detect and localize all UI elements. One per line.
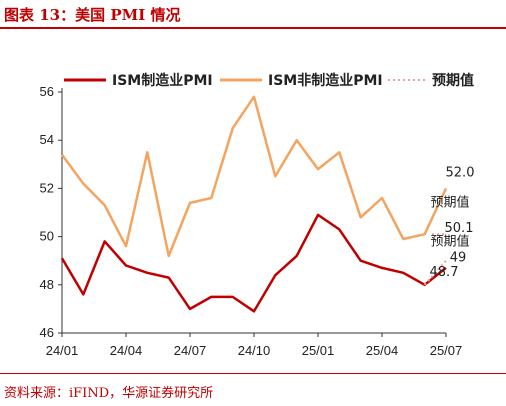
y-tick-label: 56: [40, 84, 54, 99]
y-tick-label: 50: [40, 229, 54, 244]
series-line-ism-non-manufacturing: [60, 95, 448, 258]
x-tick-label: 24/04: [110, 343, 143, 358]
y-tick-label: 52: [40, 180, 54, 195]
data-annotation: 49: [450, 251, 467, 266]
data-annotation: 52.0: [446, 165, 475, 180]
data-annotation: 预期值: [430, 234, 469, 250]
legend-label: ISM制造业PMI: [112, 72, 213, 89]
x-tick-label: 24/01: [46, 343, 79, 358]
title-rule: [0, 27, 506, 29]
x-tick-label: 24/07: [174, 343, 207, 358]
pmi-line-chart: ISM制造业PMI ISM非制造业PMI 预期值 46 48 50 52 54 56 24/01…: [40, 72, 475, 358]
series-layer: [60, 95, 448, 313]
legend-label: ISM非制造业PMI: [268, 72, 383, 89]
chart-legend: ISM制造业PMI ISM非制造业PMI 预期值: [64, 72, 474, 89]
y-tick-label: 54: [40, 132, 54, 147]
legend-label: 预期值: [432, 72, 474, 89]
x-tick-label: 25/07: [430, 343, 463, 358]
source-note: 资料来源：iFIND，华源证券研究所: [4, 386, 214, 401]
source-rule: [0, 373, 506, 374]
series-line-ism-manufacturing: [60, 213, 447, 313]
data-annotation: 预期值: [430, 195, 469, 211]
y-tick-label: 46: [40, 325, 54, 340]
x-tick-label: 25/04: [366, 343, 399, 358]
forecast-line: [423, 260, 447, 286]
y-tick-label: 48: [40, 277, 54, 292]
x-tick-label: 25/01: [302, 343, 335, 358]
data-annotation: 50.1: [445, 221, 474, 236]
x-tick-label: 24/10: [238, 343, 271, 358]
chart-axes: 46 48 50 52 54 56 24/01 24/04 24/07 24/10 25/01 25/…: [40, 84, 463, 358]
figure-title: 图表 13：美国 PMI 情况: [4, 6, 181, 24]
data-annotation: 48.7: [430, 265, 459, 280]
